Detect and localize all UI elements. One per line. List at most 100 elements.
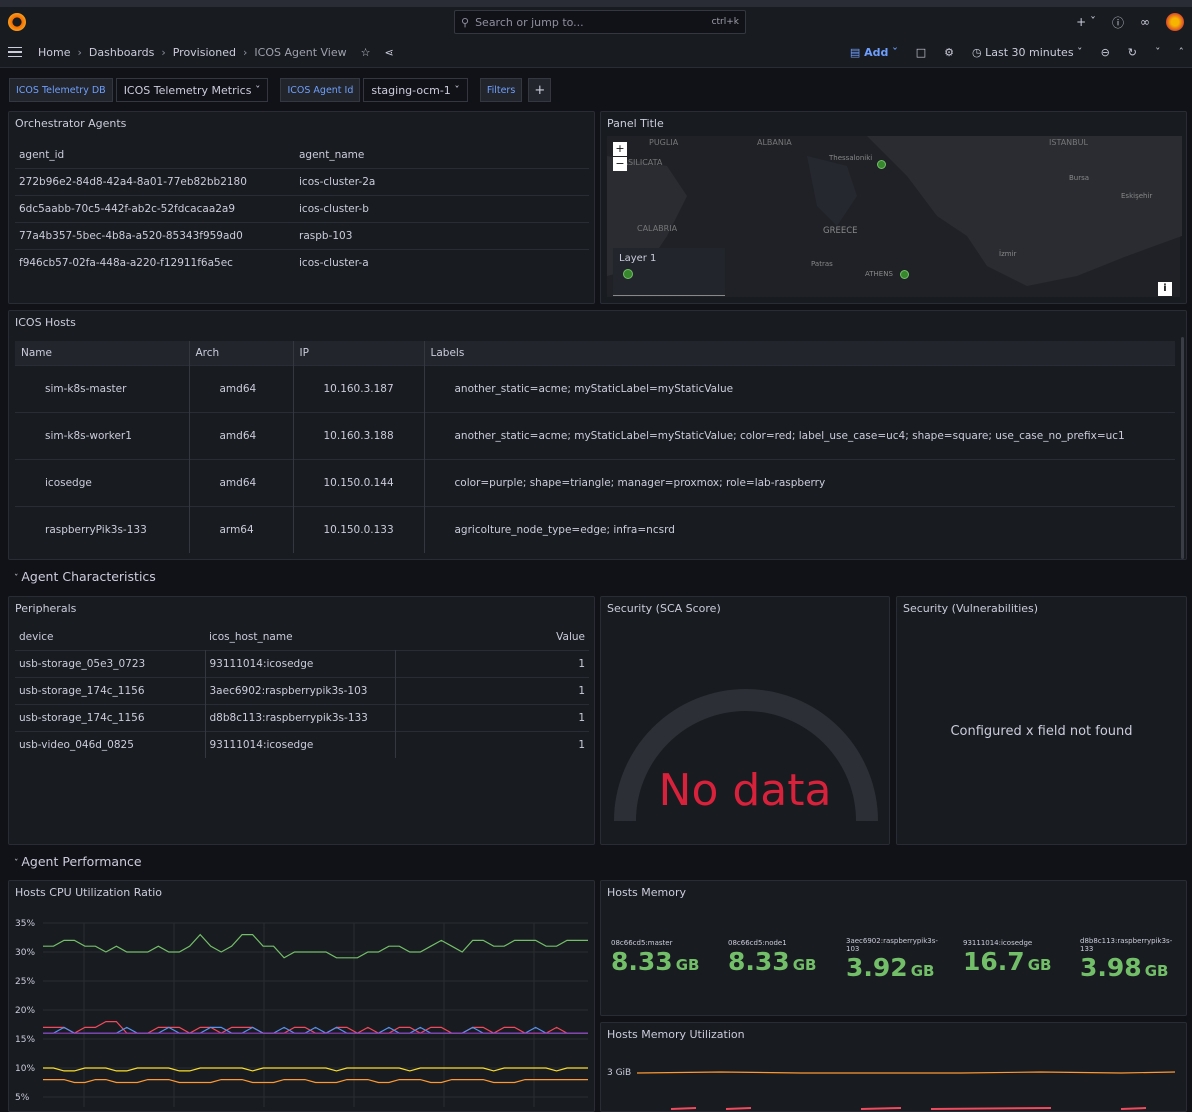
map-marker[interactable] [877, 160, 886, 169]
geomap[interactable]: PUGLIA ALBANIA ISTANBUL Thessaloniki Bur… [607, 136, 1182, 297]
col-device[interactable]: device [19, 631, 54, 644]
row-header-performance[interactable]: ˇ Agent Performance [14, 854, 142, 869]
variable-label-agent: ICOS Agent Id [280, 78, 361, 102]
col-host[interactable]: icos_host_name [209, 631, 293, 644]
y-tick-label: 30% [15, 948, 35, 958]
table-row: sim-k8s-worker1 amd64 10.160.3.188 another_… [15, 411, 1175, 459]
menu-icon[interactable] [8, 46, 22, 58]
hosts-panel: ICOS Hosts Name Arch IP Labels sim-k8s-mast… [8, 310, 1187, 560]
agents-panel: Orchestrator Agents agent_id agent_name 2… [8, 111, 595, 304]
help-icon[interactable]: ⓘ [1111, 15, 1124, 30]
add-button[interactable]: ▤ Add ˇ [849, 45, 898, 59]
map-label: PUGLIA [649, 138, 679, 147]
table-scrollbar[interactable] [1181, 337, 1184, 559]
map-label: ATHENS [865, 270, 893, 278]
variable-select-agent[interactable]: staging-ocm-1 ˇ [363, 78, 468, 102]
search-icon: ⚲ [461, 15, 470, 29]
refresh-icon[interactable]: ↻ [1127, 45, 1137, 59]
breadcrumb-provisioned[interactable]: Provisioned [172, 45, 236, 59]
map-legend: Layer 1 [613, 248, 725, 296]
filters-button[interactable]: Filters [479, 78, 523, 102]
panel-title: Security (SCA Score) [607, 602, 721, 615]
new-plus-icon[interactable]: + ˇ [1076, 15, 1096, 29]
zoom-out-icon[interactable]: ⊖ [1100, 45, 1110, 59]
series-line-0 [43, 933, 588, 959]
panel-title: Panel Title [607, 117, 664, 130]
panel-title: Hosts CPU Utilization Ratio [15, 886, 162, 899]
col-ip[interactable]: IP [293, 341, 425, 365]
table-row: usb-video_046d_0825 93111014:icosedge 1 [15, 730, 589, 758]
breadcrumb-home[interactable]: Home [38, 45, 71, 59]
map-label: ISTANBUL [1049, 138, 1088, 147]
map-panel: Panel Title PUGLIA ALBANIA ISTANBUL Thes… [600, 111, 1187, 304]
y-tick-label: 25% [15, 977, 35, 987]
sca-panel: Security (SCA Score) No data [600, 596, 890, 845]
vulnerabilities-panel: Security (Vulnerabilities) Configured x … [896, 596, 1187, 845]
y-tick-label: 5% [15, 1093, 30, 1103]
col-arch[interactable]: Arch [189, 341, 294, 365]
table-row: 77a4b357-5bec-4b8a-a520-85343f959ad0 rasp… [15, 221, 589, 249]
dashboard-nav: Home › Dashboards › Provisioned › ICOS Agen… [0, 37, 1192, 68]
map-label: İzmir [999, 250, 1017, 258]
zoom-out-button[interactable]: − [613, 157, 627, 171]
col-agent-id[interactable]: agent_id [19, 148, 65, 161]
search-placeholder: Search or jump to... [475, 15, 584, 29]
col-value[interactable]: Value [556, 631, 585, 644]
time-picker-button[interactable]: ◷ Last 30 minutes ˇ [972, 45, 1083, 59]
breadcrumb-dashboards[interactable]: Dashboards [88, 45, 155, 59]
table-row: 272b96e2-84d8-42a4-8a01-77eb82bb2180 icos… [15, 167, 589, 195]
legend-dot [623, 269, 633, 279]
y-tick-label: 15% [15, 1035, 35, 1045]
col-agent-name[interactable]: agent_name [299, 148, 365, 161]
add-filter-button[interactable]: + [528, 78, 552, 102]
variables-bar: ICOS Telemetry DB ICOS Telemetry Metrics… [0, 71, 1192, 109]
collapse-chevron-up-icon[interactable]: ˆ [1178, 45, 1185, 59]
share-icon[interactable]: ⋖ [384, 45, 394, 59]
map-info-icon[interactable]: i [1158, 282, 1172, 296]
star-icon[interactable]: ☆ [360, 45, 371, 59]
series-line-5 [43, 1079, 588, 1084]
peripherals-panel: Peripherals device icos_host_name Value us… [8, 596, 595, 845]
settings-gear-icon[interactable]: ⚙ [944, 45, 955, 59]
panel-title: ICOS Hosts [15, 316, 76, 329]
y-tick-label: 10% [15, 1064, 35, 1074]
memory-stat: d8b8c113:raspberrypik3s-133 3.98 GB [1080, 937, 1173, 982]
news-rss-icon[interactable]: ∞ [1140, 15, 1150, 29]
legend-layer-label: Layer 1 [619, 253, 657, 264]
map-label: CALABRIA [637, 224, 678, 233]
avatar[interactable] [1166, 13, 1184, 31]
memory-utilization-panel: Hosts Memory Utilization 3 GiB [600, 1022, 1187, 1112]
memory-utilization-chart[interactable] [601, 1023, 1187, 1112]
search-shortcut: ctrl+k [711, 17, 739, 27]
search-input[interactable]: ⚲ Search or jump to... ctrl+k [454, 10, 746, 34]
zoom-in-button[interactable]: + [613, 142, 627, 156]
grafana-logo-icon[interactable] [8, 13, 26, 31]
table-row: sim-k8s-master amd64 10.160.3.187 another_s… [15, 364, 1175, 412]
error-message: Configured x field not found [950, 724, 1133, 739]
map-label: Thessaloniki [829, 154, 873, 162]
clock-icon: ◷ [972, 45, 986, 59]
y-tick-label: 3 GiB [607, 1068, 632, 1078]
memory-stat: 3aec6902:raspberrypik3s-103 3.92 GB [846, 937, 938, 982]
map-land [607, 136, 1182, 286]
memory-stat: 08c66cd5:master 8.33 GB [611, 939, 700, 976]
agents-table: agent_id agent_name 272b96e2-84d8-42a4-8a… [15, 142, 589, 276]
row-header-characteristics[interactable]: ˇ Agent Characteristics [14, 569, 156, 584]
y-tick-label: 20% [15, 1006, 35, 1016]
variable-select-db[interactable]: ICOS Telemetry Metrics ˇ [115, 78, 269, 102]
save-icon[interactable]: □ [915, 45, 927, 59]
map-label: GREECE [823, 226, 858, 236]
refresh-interval-chevron-icon[interactable]: ˇ [1155, 45, 1161, 59]
table-row: usb-storage_05e3_0723 93111014:icosedge 1 [15, 649, 589, 677]
table-row: raspberryPik3s-133 arm64 10.150.0.133 agric… [15, 505, 1175, 553]
map-marker[interactable] [900, 270, 909, 279]
col-labels[interactable]: Labels [430, 346, 465, 359]
table-row: 6dc5aabb-70c5-442f-ab2c-52fdcacaa2a9 icos… [15, 194, 589, 222]
map-label: Eskişehir [1121, 192, 1153, 200]
map-label: BASILICATA [617, 158, 663, 167]
hosts-table-wrap: Name Arch IP Labels sim-k8s-master amd64 10.1… [15, 341, 1175, 559]
panel-title: Orchestrator Agents [15, 117, 127, 130]
cpu-chart[interactable]: 35% 30% 25% 20% 15% 10% 5% [9, 905, 595, 1112]
col-name[interactable]: Name [15, 341, 190, 365]
table-row: f946cb57-02fa-448a-a220-f12911f6a5ec icos… [15, 248, 589, 276]
